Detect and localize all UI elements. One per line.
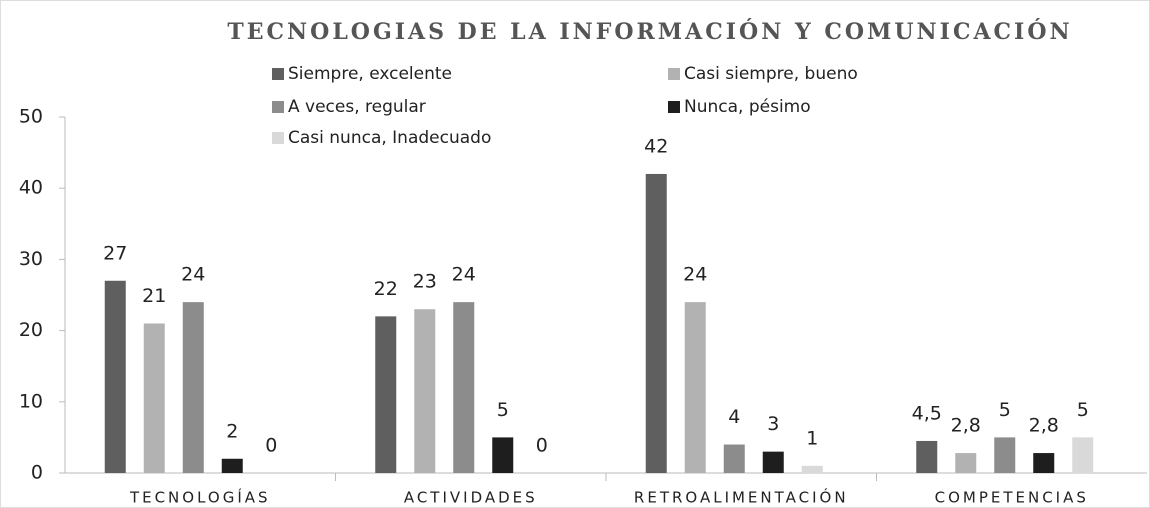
legend-label: Casi nunca, Inadecuado bbox=[288, 128, 491, 148]
value-label: 22 bbox=[374, 278, 398, 300]
bar bbox=[414, 309, 436, 473]
value-label: 2 bbox=[226, 420, 238, 442]
chart-title: TECNOLOGIAS DE LA INFORMACIÓN Y COMUNICA… bbox=[227, 18, 1072, 45]
legend-label: Casi siempre, bueno bbox=[684, 64, 858, 84]
value-label: 3 bbox=[767, 413, 779, 435]
y-tick-label: 10 bbox=[19, 390, 43, 412]
bar bbox=[645, 173, 667, 473]
bar bbox=[182, 302, 204, 473]
value-label: 21 bbox=[142, 285, 166, 307]
legend-swatch bbox=[272, 101, 284, 113]
bar bbox=[801, 465, 823, 473]
value-label: 24 bbox=[452, 264, 476, 286]
legend-label: A veces, regular bbox=[288, 97, 426, 117]
bar bbox=[723, 444, 745, 473]
x-tick-label: ACTIVIDADES bbox=[404, 489, 538, 507]
legend-label: Siempre, excelente bbox=[288, 64, 452, 84]
value-label: 4 bbox=[728, 406, 740, 428]
y-tick-label: 0 bbox=[31, 462, 43, 484]
legend-label: Nunca, pésimo bbox=[684, 97, 811, 117]
bar bbox=[916, 440, 938, 473]
x-tick-label: TECNOLOGÍAS bbox=[129, 488, 271, 507]
legend-swatch bbox=[668, 101, 680, 113]
x-tick-label: COMPETENCIAS bbox=[935, 489, 1089, 507]
y-tick-label: 40 bbox=[19, 177, 43, 199]
value-label: 5 bbox=[999, 399, 1011, 421]
x-tick-label: RETROALIMENTACIÓN bbox=[634, 488, 849, 507]
bar bbox=[1033, 453, 1055, 473]
value-label: 42 bbox=[644, 135, 668, 157]
bar bbox=[955, 453, 977, 473]
value-label: 24 bbox=[181, 264, 205, 286]
legend-swatch bbox=[668, 68, 680, 80]
value-label: 0 bbox=[265, 435, 277, 457]
bar bbox=[104, 280, 126, 473]
value-label: 5 bbox=[1077, 399, 1089, 421]
bar bbox=[143, 323, 165, 473]
bar bbox=[762, 451, 784, 473]
bar bbox=[684, 302, 706, 473]
y-tick-label: 50 bbox=[19, 106, 43, 128]
value-label: 2,8 bbox=[1029, 415, 1059, 437]
y-tick-label: 20 bbox=[19, 319, 43, 341]
value-label: 2,8 bbox=[951, 415, 981, 437]
bar bbox=[492, 437, 514, 473]
bar bbox=[221, 458, 243, 473]
bar bbox=[1072, 437, 1094, 473]
y-tick-label: 30 bbox=[19, 248, 43, 270]
value-label: 1 bbox=[806, 427, 818, 449]
bar bbox=[453, 302, 475, 473]
value-label: 27 bbox=[103, 242, 127, 264]
value-label: 24 bbox=[683, 264, 707, 286]
value-label: 4,5 bbox=[912, 402, 942, 424]
bar bbox=[994, 437, 1016, 473]
value-label: 5 bbox=[497, 399, 509, 421]
bar bbox=[375, 316, 397, 473]
legend-swatch bbox=[272, 132, 284, 144]
value-label: 0 bbox=[536, 435, 548, 457]
value-label: 23 bbox=[413, 271, 437, 293]
legend-swatch bbox=[272, 68, 284, 80]
